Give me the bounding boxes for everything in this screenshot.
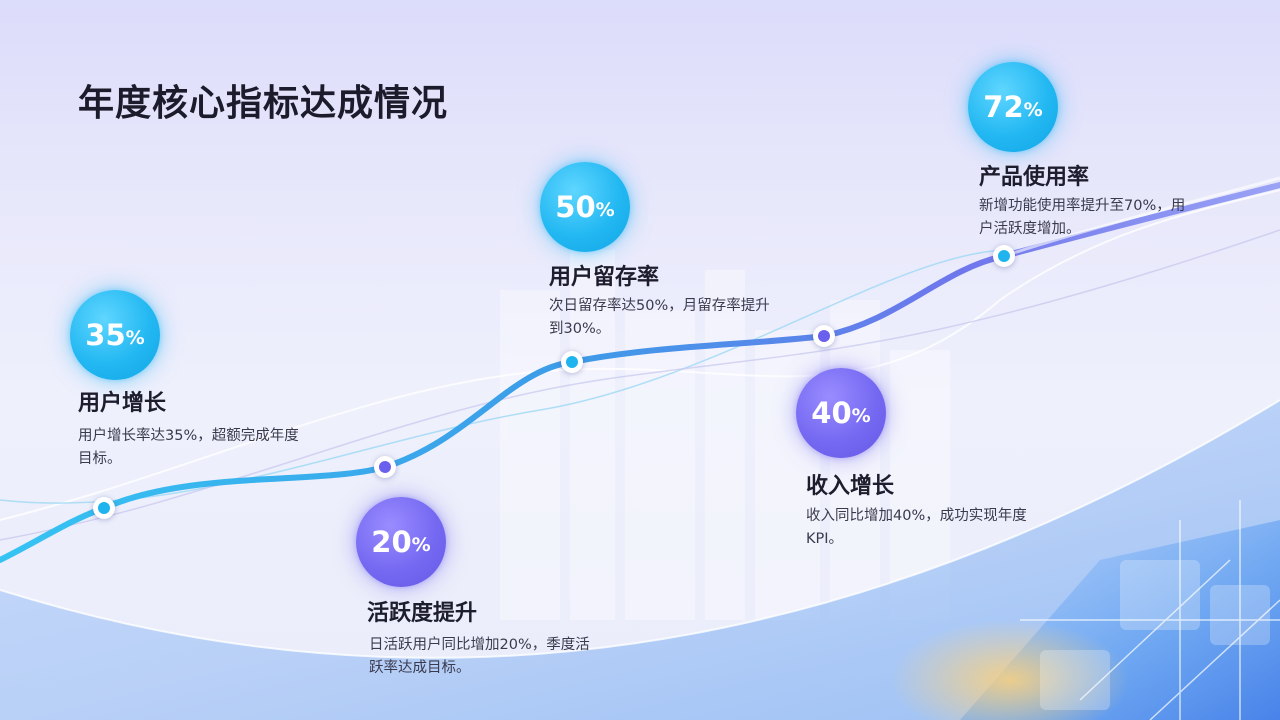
value-bubble-activity: 20% bbox=[356, 497, 446, 587]
value-number: 35 bbox=[85, 317, 126, 352]
value-number: 50 bbox=[555, 189, 596, 224]
milestone-desc-activity: 日活跃用户同比增加20%，季度活跃率达成目标。 bbox=[369, 637, 590, 676]
milestone-label-usage: 产品使用率 bbox=[979, 165, 1090, 190]
milestone-label-retention: 用户留存率 bbox=[549, 265, 660, 290]
page-title: 年度核心指标达成情况 bbox=[78, 83, 449, 124]
timeline-dot-retention bbox=[561, 351, 583, 373]
value-unit: % bbox=[595, 198, 615, 221]
timeline-dot-revenue bbox=[813, 325, 835, 347]
timeline-dot-usage bbox=[993, 245, 1015, 267]
value-number: 20 bbox=[371, 524, 412, 559]
value-bubble-retention: 50% bbox=[540, 162, 630, 252]
value-number: 40 bbox=[811, 395, 852, 430]
value-unit: % bbox=[411, 533, 431, 556]
value-unit: % bbox=[1023, 98, 1043, 121]
timeline-dot-activity bbox=[374, 456, 396, 478]
milestone-label-revenue: 收入增长 bbox=[806, 474, 895, 499]
milestone-label-user-growth: 用户增长 bbox=[78, 391, 167, 416]
milestone-desc-user-growth: 用户增长率达35%，超额完成年度目标。 bbox=[78, 428, 299, 467]
milestone-desc-revenue: 收入同比增加40%，成功实现年度KPI。 bbox=[806, 508, 1027, 547]
timeline-dot-user-growth bbox=[93, 497, 115, 519]
milestone-desc-usage: 新增功能使用率提升至70%，用户活跃度增加。 bbox=[979, 198, 1186, 237]
value-unit: % bbox=[125, 326, 145, 349]
value-bubble-user-growth: 35% bbox=[70, 290, 160, 380]
value-bubble-revenue: 40% bbox=[796, 368, 886, 458]
value-unit: % bbox=[851, 404, 871, 427]
value-bubble-usage: 72% bbox=[968, 62, 1058, 152]
milestone-desc-retention: 次日留存率达50%，月留存率提升到30%。 bbox=[549, 298, 770, 337]
milestone-label-activity: 活跃度提升 bbox=[367, 601, 478, 626]
value-number: 72 bbox=[983, 89, 1024, 124]
